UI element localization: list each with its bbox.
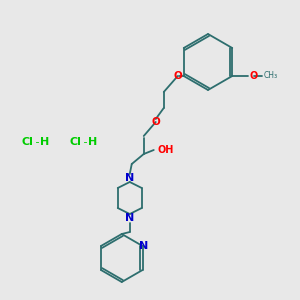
- Text: O: O: [249, 71, 257, 81]
- Text: -: -: [80, 137, 91, 147]
- Text: O: O: [173, 71, 182, 81]
- Text: -: -: [32, 137, 43, 147]
- Text: CH₃: CH₃: [263, 71, 278, 80]
- Text: N: N: [125, 173, 134, 183]
- Text: N: N: [125, 213, 134, 223]
- Text: O: O: [152, 117, 160, 127]
- Text: Cl: Cl: [70, 137, 82, 147]
- Text: H: H: [88, 137, 97, 147]
- Text: Cl: Cl: [22, 137, 34, 147]
- Text: N: N: [139, 241, 148, 251]
- Text: OH: OH: [158, 145, 174, 155]
- Text: H: H: [40, 137, 49, 147]
